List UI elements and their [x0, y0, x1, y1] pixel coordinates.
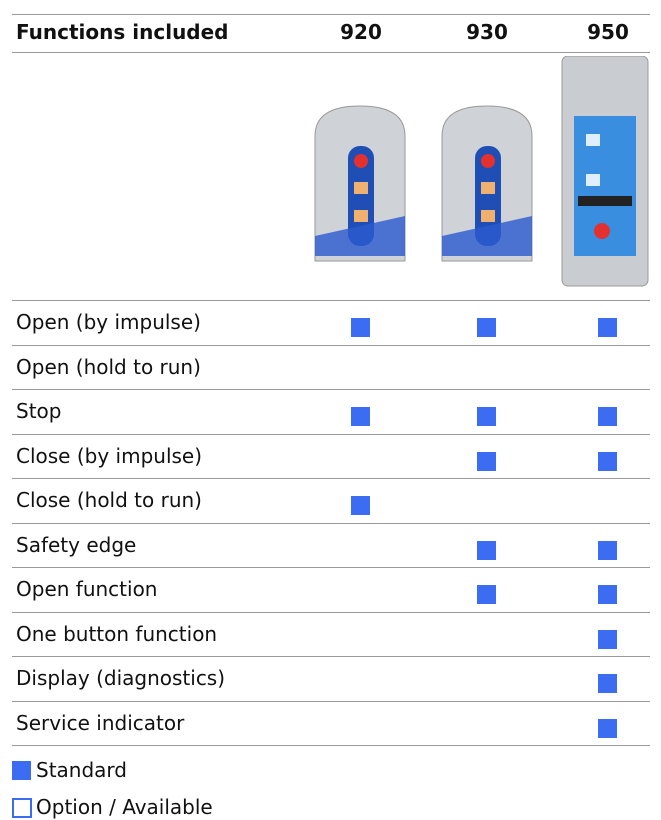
rule: [12, 52, 650, 53]
legend-option: Option / Available: [36, 795, 213, 819]
standard-mark: [477, 318, 496, 337]
device-930: [441, 105, 533, 262]
standard-mark: [598, 718, 617, 738]
standard-mark: [598, 318, 617, 337]
row-label: Close (by impulse): [16, 443, 203, 468]
rule: [12, 14, 650, 15]
device-950: [561, 56, 649, 287]
rule: [12, 344, 650, 346]
header-title: Functions included: [16, 20, 229, 44]
rule: [12, 611, 650, 613]
row-label: Safety edge: [16, 532, 137, 557]
standard-mark: [351, 407, 370, 426]
standard-mark: [477, 540, 496, 560]
row-label: Open (by impulse): [16, 310, 201, 334]
model-header: 920: [340, 20, 382, 44]
legend-standard-swatch: [12, 761, 31, 780]
rule: [12, 567, 650, 568]
standard-mark: [477, 451, 496, 471]
row-label: One button function: [16, 621, 218, 646]
standard-mark: [598, 585, 617, 604]
row-label: Service indicator: [16, 710, 185, 735]
model-header: 930: [466, 20, 508, 44]
standard-mark: [598, 407, 617, 426]
standard-mark: [598, 451, 617, 471]
rule: [12, 522, 650, 524]
model-header: 950: [587, 20, 629, 44]
row-label: Display (diagnostics): [16, 666, 226, 690]
row-label: Open function: [16, 577, 158, 601]
standard-mark: [598, 674, 617, 693]
rule: [12, 478, 650, 479]
standard-mark: [598, 540, 617, 560]
product-images: [314, 56, 649, 287]
rule: [12, 433, 650, 435]
rule: [12, 745, 650, 746]
device-920: [314, 105, 406, 262]
legend-standard: Standard: [36, 758, 127, 782]
rule: [12, 389, 650, 390]
row-label: Open (hold to run): [16, 354, 201, 379]
standard-mark: [477, 407, 496, 426]
standard-mark: [598, 629, 617, 649]
row-label: Close (hold to run): [16, 488, 202, 512]
standard-mark: [351, 496, 370, 515]
standard-mark: [351, 318, 370, 337]
rule: [12, 700, 650, 702]
legend-option-swatch: [12, 798, 32, 818]
row-label: Stop: [16, 399, 62, 423]
standard-mark: [477, 585, 496, 604]
rule: [12, 656, 650, 657]
rule: [12, 300, 650, 301]
